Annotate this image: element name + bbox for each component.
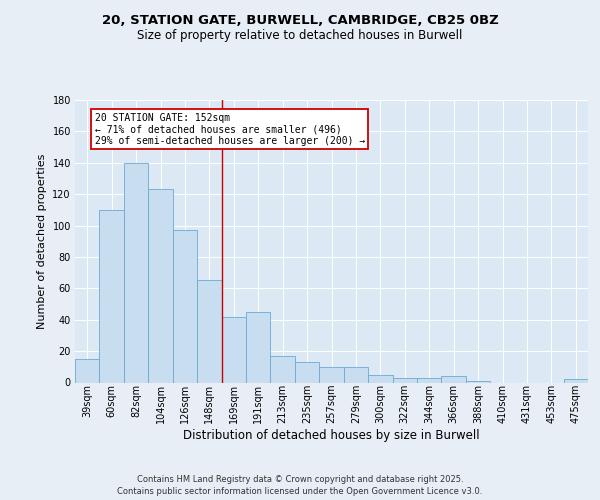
Text: Size of property relative to detached houses in Burwell: Size of property relative to detached ho…: [137, 29, 463, 42]
Y-axis label: Number of detached properties: Number of detached properties: [37, 154, 47, 329]
Bar: [197, 280, 221, 382]
Bar: [246, 312, 271, 382]
X-axis label: Distribution of detached houses by size in Burwell: Distribution of detached houses by size …: [183, 429, 480, 442]
Bar: [271, 356, 295, 382]
Bar: [295, 362, 319, 382]
Bar: [368, 374, 392, 382]
Bar: [417, 378, 442, 382]
Bar: [124, 163, 148, 382]
Bar: [392, 378, 417, 382]
Bar: [344, 367, 368, 382]
Bar: [100, 210, 124, 382]
Bar: [319, 367, 344, 382]
Bar: [148, 190, 173, 382]
Text: 20 STATION GATE: 152sqm
← 71% of detached houses are smaller (496)
29% of semi-d: 20 STATION GATE: 152sqm ← 71% of detache…: [95, 112, 365, 146]
Text: 20, STATION GATE, BURWELL, CAMBRIDGE, CB25 0BZ: 20, STATION GATE, BURWELL, CAMBRIDGE, CB…: [101, 14, 499, 27]
Bar: [173, 230, 197, 382]
Bar: [442, 376, 466, 382]
Bar: [75, 359, 100, 382]
Bar: [221, 316, 246, 382]
Text: Contains HM Land Registry data © Crown copyright and database right 2025.
Contai: Contains HM Land Registry data © Crown c…: [118, 475, 482, 496]
Bar: [466, 381, 490, 382]
Bar: [563, 380, 588, 382]
